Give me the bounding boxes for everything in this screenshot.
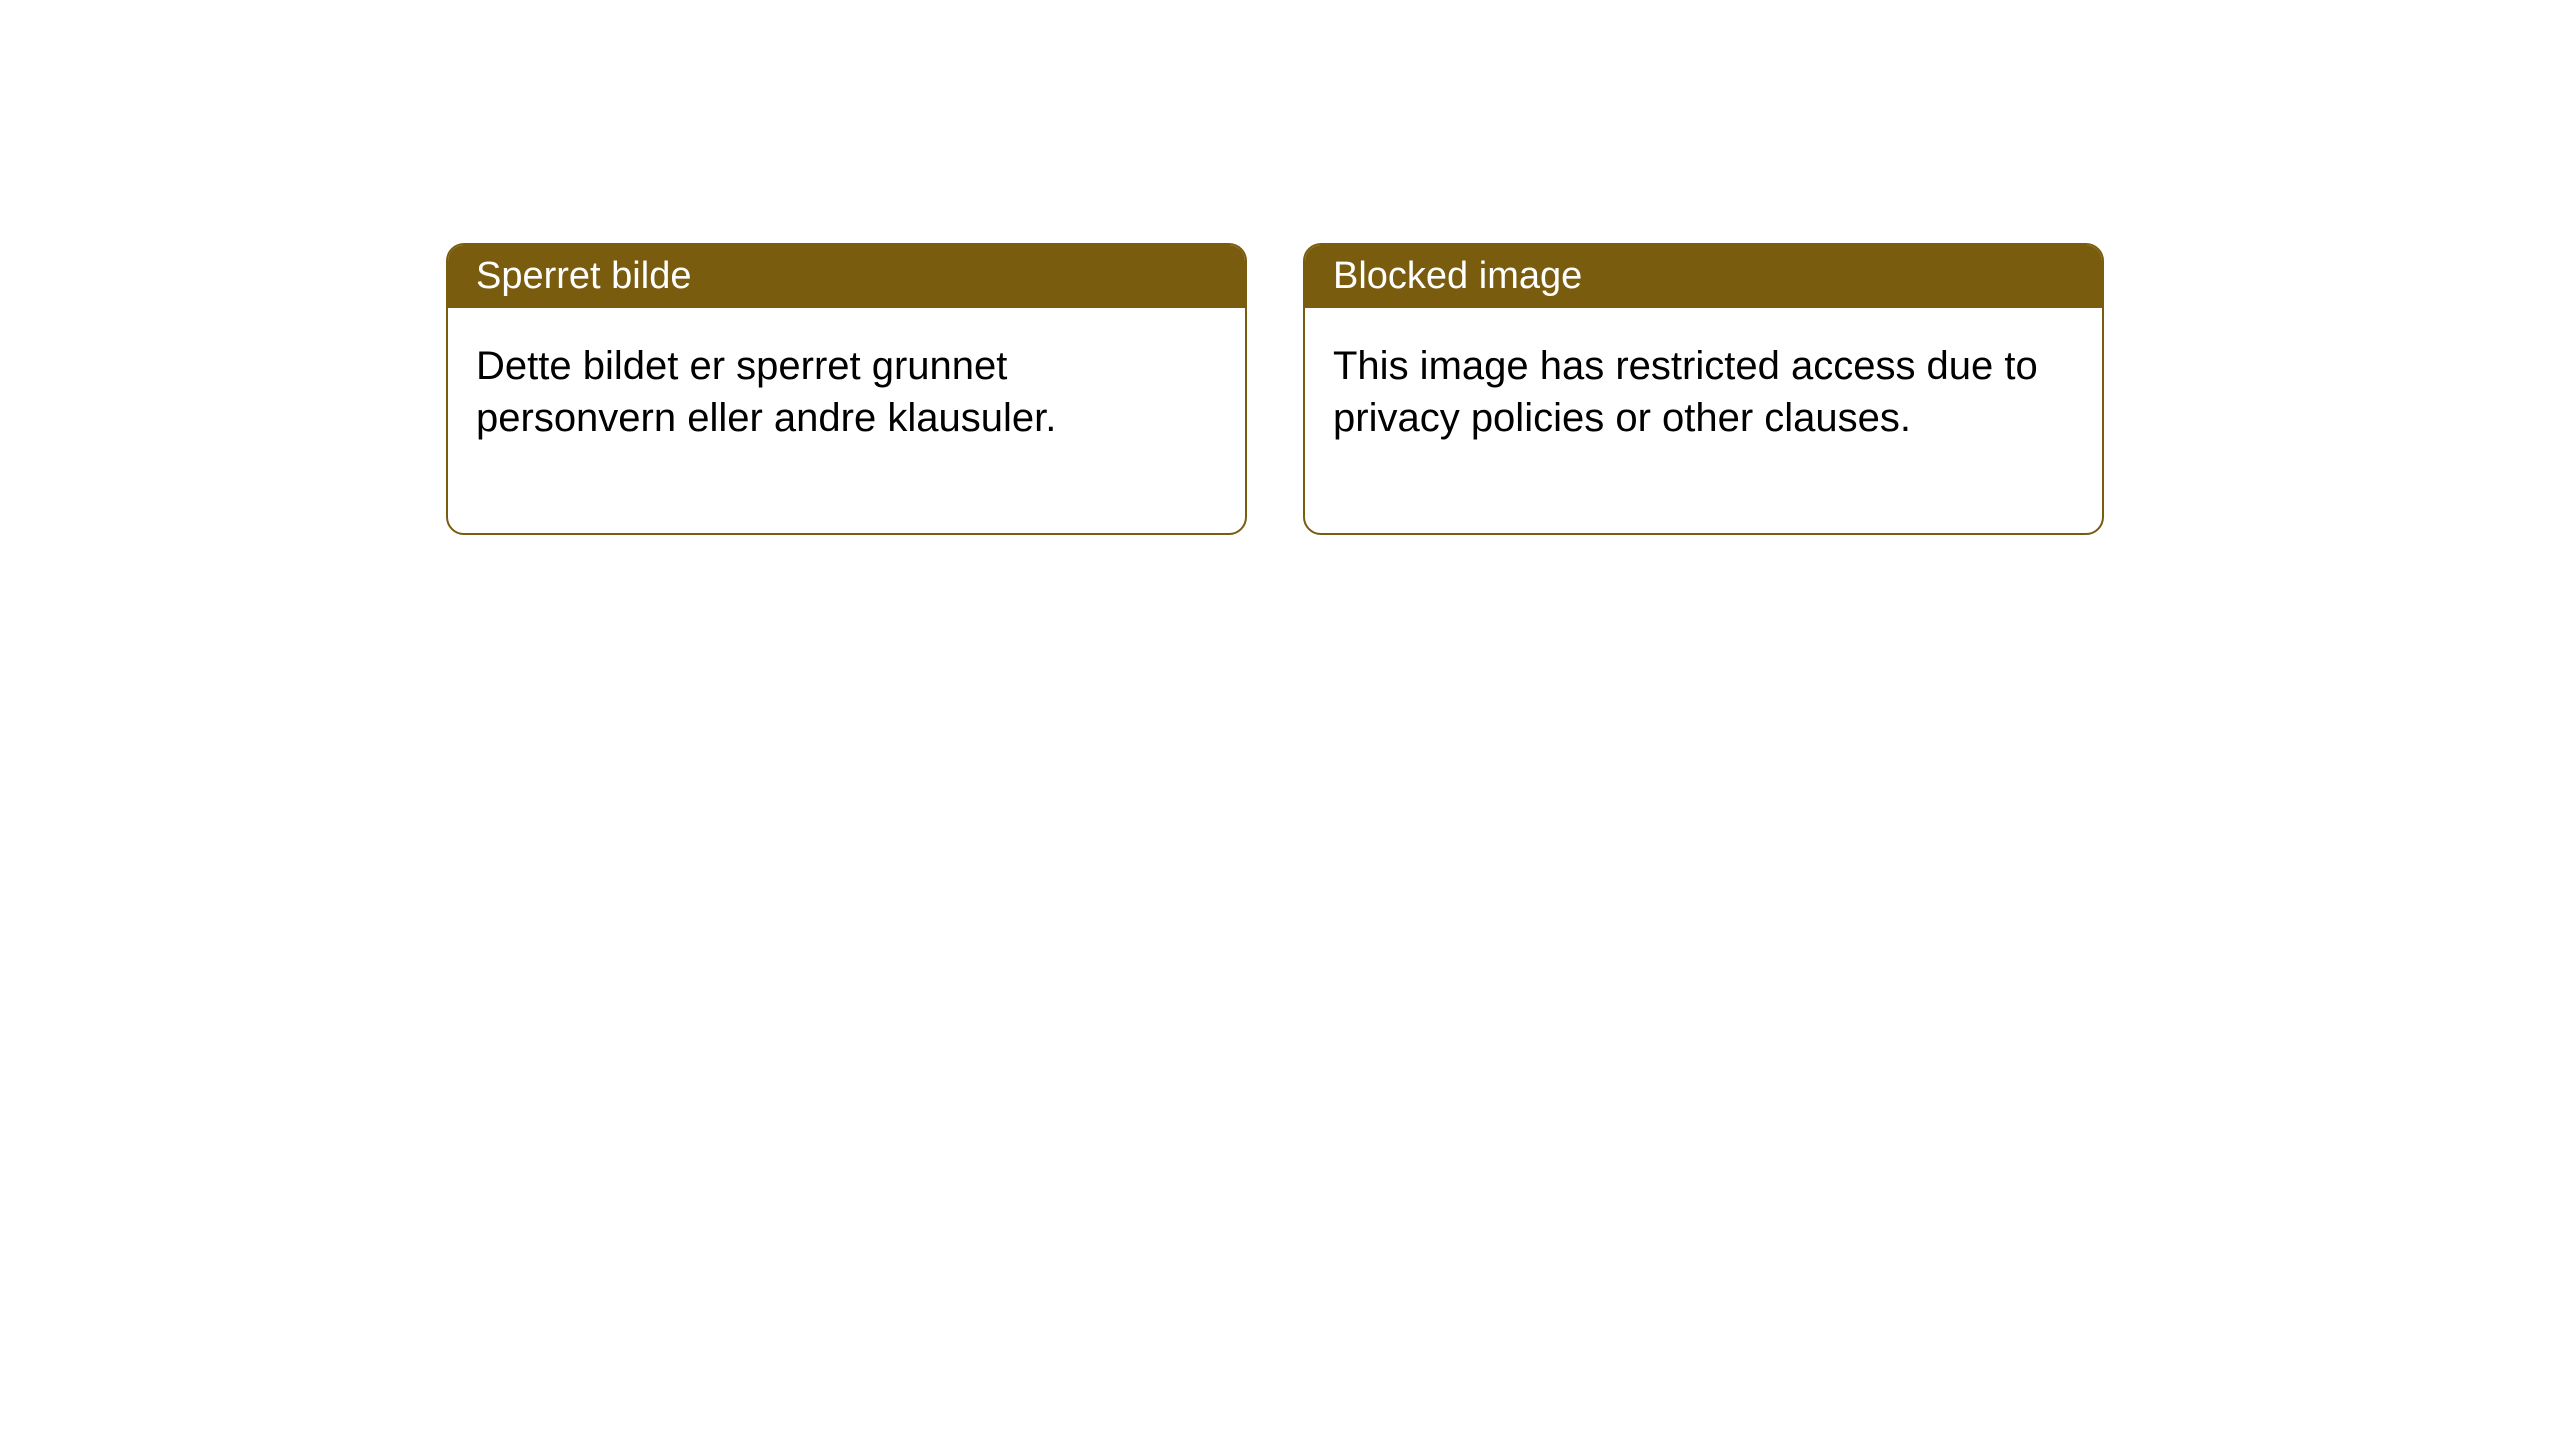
notice-header-norwegian: Sperret bilde bbox=[448, 245, 1245, 308]
notice-body-english: This image has restricted access due to … bbox=[1305, 308, 2102, 533]
notice-card-english: Blocked image This image has restricted … bbox=[1303, 243, 2104, 535]
notice-header-english: Blocked image bbox=[1305, 245, 2102, 308]
notice-title: Sperret bilde bbox=[476, 255, 691, 297]
notice-message: Dette bildet er sperret grunnet personve… bbox=[476, 344, 1056, 440]
notice-title: Blocked image bbox=[1333, 255, 1582, 297]
notice-container: Sperret bilde Dette bildet er sperret gr… bbox=[446, 243, 2104, 535]
notice-message: This image has restricted access due to … bbox=[1333, 344, 2038, 440]
notice-card-norwegian: Sperret bilde Dette bildet er sperret gr… bbox=[446, 243, 1247, 535]
notice-body-norwegian: Dette bildet er sperret grunnet personve… bbox=[448, 308, 1245, 533]
